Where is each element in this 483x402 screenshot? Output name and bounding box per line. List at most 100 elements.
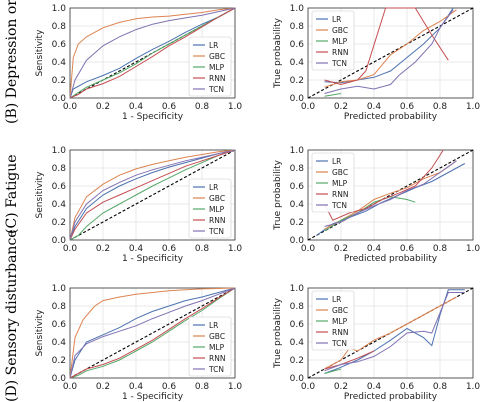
legend-label-gbc: GBC: [332, 26, 348, 35]
x-tick-label: 0.0: [63, 102, 78, 112]
x-tick-label: 0.8: [433, 102, 448, 112]
series-line-gbc: [324, 296, 457, 370]
x-tick-label: 0.8: [433, 382, 448, 392]
series-line-rnn: [69, 149, 236, 241]
x-tick-label: 0.4: [367, 244, 382, 254]
x-tick-label: 0.0: [63, 244, 78, 254]
y-tick-label: 0.8: [52, 22, 67, 32]
y-axis-label: Sensitivity: [35, 171, 45, 219]
legend: LR GBC MLP RNN TCN: [188, 36, 232, 97]
y-tick-label: 1.0: [52, 146, 67, 156]
legend-box: [311, 152, 355, 213]
y-tick-label: 1.0: [52, 284, 67, 294]
x-tick-label: 0.2: [334, 382, 348, 392]
x-tick-label: 0.4: [367, 382, 382, 392]
series-line-lr: [324, 7, 454, 84]
legend: LR GBC MLP RNN TCN: [311, 10, 355, 71]
legend-label-lr: LR: [209, 183, 218, 192]
legend-label-rnn: RNN: [332, 48, 348, 57]
legend-box: [311, 290, 355, 351]
legend-label-lr: LR: [332, 15, 341, 24]
y-tick-label: 0.8: [52, 164, 67, 174]
x-tick-label: 1.0: [228, 102, 243, 112]
reference-diagonal: [307, 149, 474, 241]
y-tick-label: 0.4: [52, 338, 67, 348]
series-line-gbc: [324, 9, 457, 88]
plot-frame: [307, 287, 474, 379]
series-line-mlp: [69, 287, 236, 379]
y-tick-label: 0.6: [290, 320, 305, 330]
x-tick-label: 0.2: [334, 244, 348, 254]
legend-box: [188, 36, 232, 97]
legend-box: [188, 178, 232, 239]
y-tick-label: 0.2: [290, 356, 304, 366]
series-line-lr: [69, 149, 236, 241]
legend-label-tcn: TCN: [331, 59, 347, 68]
legend: LR GBC MLP RNN TCN: [188, 178, 232, 239]
x-tick-label: 0.2: [334, 102, 348, 112]
series-line-rnn: [324, 7, 449, 86]
x-axis-label: 1 - Specificity: [122, 112, 184, 122]
y-tick-label: 0.4: [52, 58, 67, 68]
x-axis-label: Predicted probability: [344, 254, 438, 264]
x-tick-label: 0.0: [301, 102, 316, 112]
x-axis-label: 1 - Specificity: [122, 254, 184, 264]
y-tick-label: 0.0: [290, 374, 305, 384]
x-tick-label: 0.2: [96, 382, 110, 392]
series-line-tcn: [69, 149, 236, 241]
y-tick-label: 0.0: [52, 94, 67, 104]
y-tick-label: 0.4: [290, 338, 305, 348]
y-tick-label: 0.6: [290, 40, 305, 50]
y-tick-label: 0.8: [290, 302, 305, 312]
x-tick-label: 0.6: [162, 382, 177, 392]
legend-label-lr: LR: [332, 295, 341, 304]
y-tick-label: 0.6: [52, 182, 67, 192]
x-tick-label: 1.0: [466, 102, 481, 112]
y-tick-label: 1.0: [290, 4, 305, 14]
series-line-mlp: [69, 149, 236, 241]
y-tick-label: 0.2: [52, 218, 66, 228]
y-tick-label: 1.0: [290, 284, 305, 294]
series-line-mlp: [69, 7, 236, 99]
legend-label-mlp: MLP: [209, 205, 225, 214]
x-tick-label: 0.6: [400, 102, 415, 112]
series-line-gbc: [69, 287, 236, 379]
x-tick-label: 0.2: [96, 102, 110, 112]
y-tick-label: 0.0: [290, 94, 305, 104]
y-tick-label: 0.6: [290, 182, 305, 192]
x-tick-label: 0.8: [195, 382, 210, 392]
legend-label-rnn: RNN: [332, 190, 348, 199]
chart-panel-B-calibration: 0.00.0 0.2 0.2 0.4 0.4 0.6 0.6 0.8 0.8 1.0 1.0 Pred…: [273, 4, 480, 122]
x-tick-label: 0.4: [129, 382, 144, 392]
x-axis-label: Predicted probability: [344, 112, 438, 122]
legend-label-gbc: GBC: [209, 194, 225, 203]
series-line-tcn: [69, 7, 236, 99]
legend: LR GBC MLP RNN TCN: [311, 290, 355, 351]
legend-label-lr: LR: [209, 41, 218, 50]
y-tick-label: 0.2: [52, 76, 66, 86]
y-tick-label: 0.2: [52, 356, 66, 366]
y-axis-label: True probability: [273, 17, 283, 89]
y-axis-label: Sensitivity: [35, 309, 45, 357]
legend-label-tcn: TCN: [331, 339, 347, 348]
series-line-rnn: [69, 287, 236, 379]
x-tick-label: 0.6: [162, 244, 177, 254]
legend-box: [188, 316, 232, 377]
x-tick-label: 0.8: [195, 244, 210, 254]
legend-label-gbc: GBC: [209, 332, 225, 341]
x-tick-label: 0.0: [63, 382, 78, 392]
legend-label-tcn: TCN: [208, 85, 224, 94]
y-tick-label: 0.4: [290, 200, 305, 210]
x-axis-label: Predicted probability: [344, 392, 438, 402]
y-tick-label: 0.8: [52, 302, 67, 312]
y-tick-label: 0.2: [290, 76, 304, 86]
y-axis-label: Sensitivity: [35, 29, 45, 77]
legend-label-tcn: TCN: [331, 201, 347, 210]
legend-label-mlp: MLP: [209, 63, 225, 72]
y-tick-label: 1.0: [290, 146, 305, 156]
series-line-mlp: [324, 196, 416, 232]
legend-label-tcn: TCN: [208, 227, 224, 236]
chart-panel-C-calibration: 0.00.0 0.2 0.2 0.4 0.4 0.6 0.6 0.8 0.8 1.0 1.0 Pred…: [273, 146, 480, 264]
legend: LR GBC MLP RNN TCN: [311, 152, 355, 213]
